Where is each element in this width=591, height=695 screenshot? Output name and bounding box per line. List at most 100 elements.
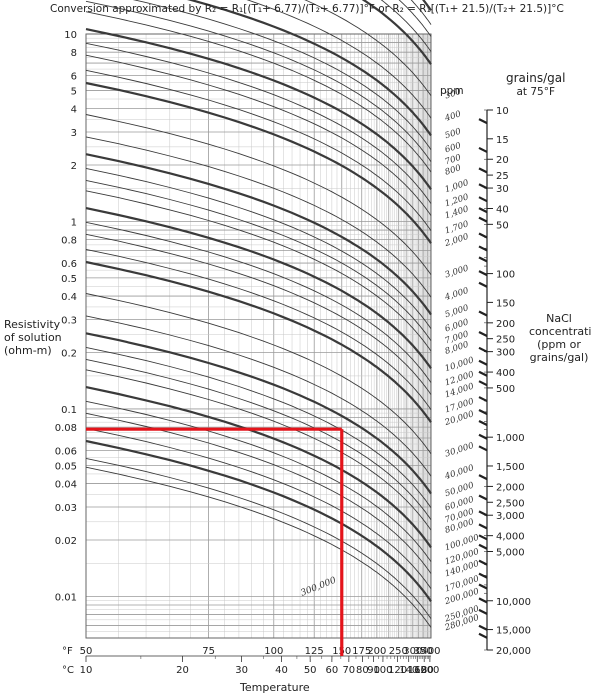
x-tick-label-c: 160 [408, 665, 427, 676]
series-label: 300 [444, 87, 463, 102]
series-line [85, 427, 432, 589]
chart-grid [85, 33, 432, 639]
series-line [132, 0, 432, 150]
series-line [410, 0, 432, 25]
grains-header: grains/gal at 75°F [506, 71, 565, 99]
x-tick-label-f: 100 [264, 646, 283, 657]
ppm-mark [478, 510, 488, 517]
chart-ticks: 0.01 0.02 0.03 0.04 0.05 0.06 0.08 0.1 0.2 0.3 0.4… [55, 30, 441, 676]
grains-header-title: grains/gal [506, 71, 566, 85]
series-line [304, 0, 432, 97]
x-axis-label: Temperature [240, 681, 310, 694]
grains-tick-label: 400 [496, 368, 515, 379]
grains-tick-label: 1,500 [496, 462, 525, 473]
x-tick-label-f: 350 [414, 646, 433, 657]
series-line [361, 0, 432, 65]
grains-tick-label: 250 [496, 335, 515, 346]
series-line [85, 358, 432, 520]
chart-title: Conversion approximated by R₂ = R₁[(T₁+ … [50, 3, 564, 15]
series-label: 30,000 [444, 441, 476, 460]
series-line [85, 190, 432, 352]
x-tick-label-f: 300 [403, 646, 422, 657]
ppm-mark [478, 543, 488, 550]
ppm-mark [478, 245, 488, 252]
x-tick-label-f: 400 [421, 646, 440, 657]
y-tick-label: 0.1 [61, 405, 77, 416]
ppm-mark [478, 232, 488, 239]
series-line [85, 0, 432, 162]
right-axis-label-line: grains/gal) [529, 351, 589, 364]
ppm-mark [478, 534, 488, 541]
y-tick-label: 2 [71, 161, 77, 172]
x-tick-label-f: 250 [389, 646, 408, 657]
y-tick-label: 0.06 [55, 447, 77, 458]
series-line [85, 179, 432, 341]
grains-tick-label: 150 [496, 298, 515, 309]
ppm-mark [478, 330, 488, 337]
y-tick-label: 0.03 [55, 503, 77, 514]
series-label: 3,000 [444, 263, 471, 280]
ppm-mark [478, 167, 488, 174]
series-line [85, 42, 432, 204]
ppm-mark [478, 523, 488, 530]
x-tick-label-c: 10 [80, 665, 93, 676]
x-tick-label-c: 180 [415, 665, 434, 676]
series-line [85, 439, 432, 603]
y-axis-label-line: Resistivity [4, 318, 61, 331]
y-tick-label: 10 [64, 30, 77, 41]
y-tick-label: 3 [71, 128, 77, 139]
series-line [85, 332, 432, 495]
grains-tick-label: 40 [496, 204, 509, 215]
ppm-mark [478, 409, 488, 415]
series-label: 700 [444, 153, 463, 168]
ppm-mark [478, 346, 488, 353]
series-line [85, 346, 432, 509]
grains-tick-label: 1,000 [496, 433, 525, 444]
series-line [85, 69, 432, 231]
plot-frame [85, 33, 432, 639]
c-unit-label: °C [62, 665, 74, 676]
series-line [85, 233, 432, 395]
series-line [246, 0, 432, 119]
ppm-mark [478, 310, 488, 317]
ppm-mark [478, 207, 488, 214]
y-tick-label: 0.04 [55, 480, 77, 491]
series-label: 400 [443, 109, 463, 124]
grains-tick-label: 3,000 [496, 511, 525, 522]
y-tick-label: 4 [71, 105, 77, 116]
ppm-mark [478, 583, 488, 590]
x-tick-label-f: 200 [367, 646, 386, 657]
grains-tick-label: 200 [496, 319, 515, 330]
x-tick-label-c: 50 [304, 665, 317, 676]
ppm-mark [478, 597, 488, 604]
y-tick-label: 0.05 [55, 461, 77, 472]
x-tick-label-c: 60 [326, 665, 339, 676]
f-unit-label: °F [62, 646, 73, 657]
ppm-mark [478, 624, 488, 631]
series-line [85, 369, 432, 531]
series-line [85, 260, 432, 423]
x-tick-label-c: 200 [420, 665, 439, 676]
example-path [86, 427, 344, 656]
grains-tick-label: 5,000 [496, 548, 525, 559]
x-tick-label-c: 30 [235, 665, 248, 676]
grains-tick-label: 20,000 [496, 646, 531, 657]
ppm-mark [478, 256, 488, 263]
y-axis-label: Resistivity of solution (ohm-m) [4, 318, 62, 357]
grains-tick-label: 10,000 [496, 597, 531, 608]
series-line [85, 293, 432, 455]
y-tick-label: 0.02 [55, 536, 77, 547]
series-line [85, 466, 432, 628]
ppm-header: ppm [440, 85, 464, 97]
x-tick-label-f: 125 [305, 646, 324, 657]
y-tick-label: 0.3 [61, 315, 77, 326]
series-line [85, 207, 432, 370]
y-tick-label: 1 [71, 217, 77, 228]
ppm-mark [478, 494, 488, 501]
y-tick-label: 0.2 [61, 349, 77, 360]
ppm-mark [478, 474, 488, 481]
series-line [85, 28, 432, 191]
series-label: 500 [444, 127, 463, 142]
right-axis-label-line: concentration [529, 325, 591, 338]
